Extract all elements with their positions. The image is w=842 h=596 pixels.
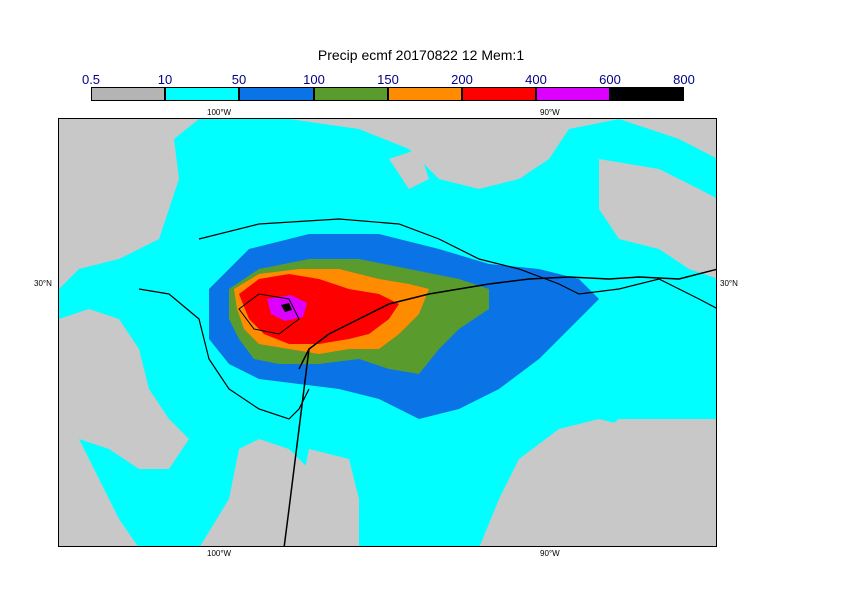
- colorbar-tick: 100: [303, 72, 325, 87]
- colorbar-swatch-0: [91, 87, 165, 101]
- colorbar-tick: 200: [451, 72, 473, 87]
- coastline: [283, 348, 310, 546]
- precip-map: [58, 118, 717, 547]
- lon-label-bottom: 90°W: [540, 549, 560, 558]
- colorbar-swatch-7: [610, 87, 684, 101]
- colorbar-swatch-2: [239, 87, 314, 101]
- contour-line: [138, 288, 310, 420]
- land-patch: [299, 449, 359, 546]
- lon-label-top: 90°W: [540, 108, 560, 117]
- colorbar-swatch-4: [388, 87, 462, 101]
- colorbar-tick: 10: [157, 72, 173, 87]
- lat-label-right: 30°N: [720, 279, 738, 288]
- colorbar-tick: 800: [673, 72, 695, 87]
- colorbar-tick: 600: [599, 72, 621, 87]
- colorbar-tick: 50: [231, 72, 247, 87]
- colorbar-tick: 150: [377, 72, 399, 87]
- colorbar-swatch-1: [165, 87, 239, 101]
- land-patch: [389, 149, 429, 189]
- colorbar-swatch-6: [536, 87, 610, 101]
- precip-band-600-800: [281, 303, 292, 312]
- land-patch: [539, 419, 716, 546]
- colorbar-tick: 400: [525, 72, 547, 87]
- land-patch: [59, 309, 189, 469]
- colorbar-swatch-5: [462, 87, 536, 101]
- map-title: Precip ecmf 20170822 12 Mem:1: [317, 47, 525, 63]
- colorbar-swatch-3: [314, 87, 388, 101]
- lon-label-top: 100°W: [207, 108, 232, 117]
- lat-label-left: 30°N: [34, 279, 52, 288]
- contour-line: [238, 293, 300, 335]
- land-patch: [599, 159, 716, 279]
- coastline: [298, 268, 716, 370]
- contour-line: [198, 218, 716, 309]
- land-patch: [59, 119, 174, 249]
- precip-map-canvas: [59, 119, 716, 546]
- lon-label-bottom: 100°W: [207, 549, 232, 558]
- colorbar-tick: 0.5: [81, 72, 101, 87]
- land-patch: [489, 119, 559, 159]
- precip-band-200-400: [239, 274, 399, 344]
